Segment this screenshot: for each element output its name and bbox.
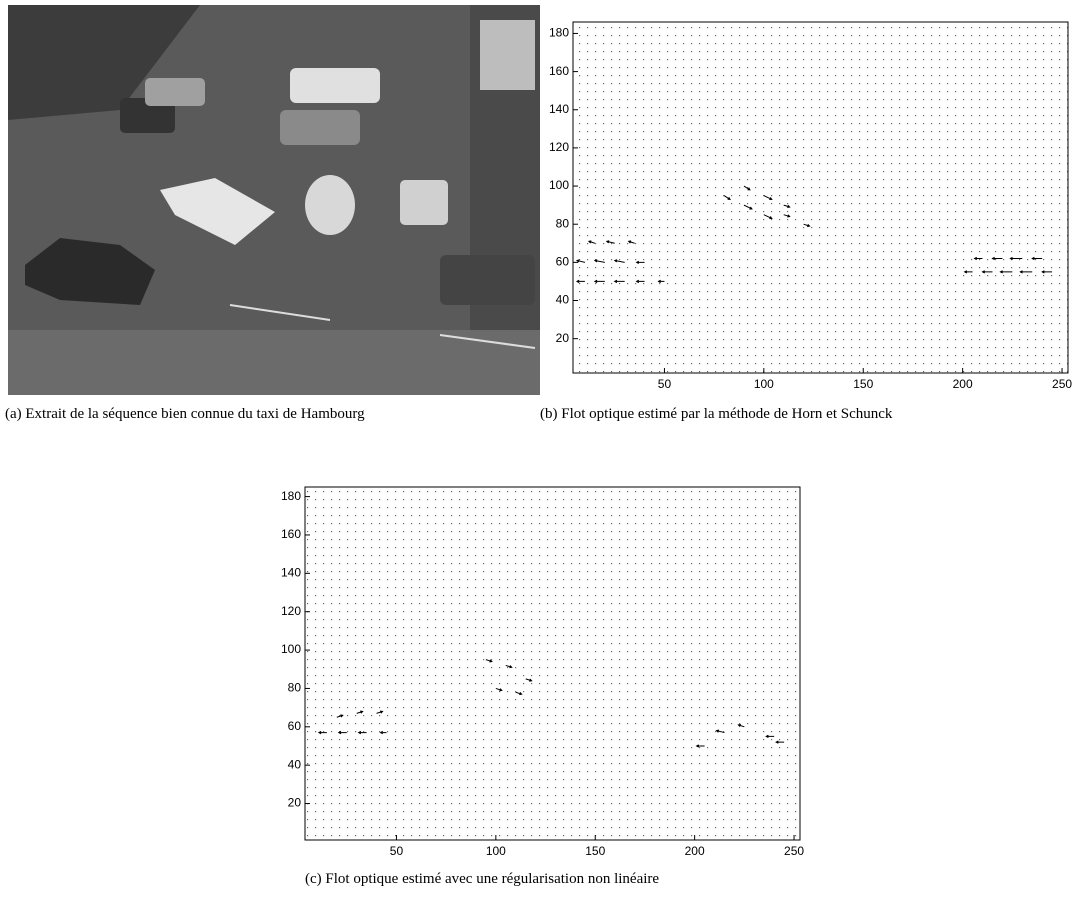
flow-arrow (635, 279, 645, 284)
x-tick-label: 200 (685, 844, 705, 858)
flow-arrow (515, 691, 523, 696)
flow-arrow (715, 729, 725, 734)
flow-arrow (743, 185, 751, 191)
field-texture (573, 22, 1068, 373)
flow-arrow (775, 740, 785, 744)
flow-arrow (495, 687, 503, 692)
flow-arrow (337, 730, 347, 735)
y-tick-label: 140 (281, 566, 301, 580)
y-tick-label: 40 (288, 757, 302, 771)
flow-arrow (963, 270, 973, 274)
y-tick-label: 120 (549, 140, 569, 154)
flow-arrow (575, 259, 586, 263)
plot-frame (304, 486, 801, 841)
flow-arrow (981, 270, 993, 274)
flow-arrow (376, 710, 384, 714)
flow-arrow (485, 659, 493, 663)
flow-arrow (743, 204, 753, 210)
flow-arrow (991, 256, 1003, 261)
y-tick-label: 80 (288, 681, 302, 695)
x-tick-label: 150 (853, 377, 873, 391)
flow-arrow (1019, 270, 1033, 274)
flow-arrow (587, 240, 596, 244)
x-tick-label: 50 (390, 844, 404, 858)
flow-arrow (973, 256, 983, 261)
flow-arrow (999, 270, 1013, 274)
flow-arrow (1009, 256, 1023, 261)
y-tick-label: 100 (549, 178, 569, 192)
y-tick-label: 60 (288, 719, 302, 733)
flow-arrow (1031, 256, 1043, 261)
flow-arrow (613, 279, 625, 284)
flow-arrow (525, 678, 533, 682)
caption: (c) Flot optique estimé avec une régular… (305, 871, 660, 887)
photo (8, 5, 540, 395)
flow-arrow (737, 723, 745, 728)
y-tick-label: 20 (288, 796, 302, 810)
x-tick-label: 250 (784, 844, 804, 858)
flow-arrow (593, 259, 605, 263)
x-tick-label: 150 (585, 844, 605, 858)
x-tick-label: 100 (486, 844, 506, 858)
flow-arrow (765, 734, 775, 739)
flow-arrow (627, 240, 635, 244)
y-tick-label: 40 (556, 293, 570, 307)
plot-frame (572, 21, 1069, 374)
flow-arrow (356, 710, 364, 714)
x-tick-label: 100 (754, 377, 774, 391)
flow-arrow (505, 664, 513, 669)
y-tick-label: 100 (281, 642, 301, 656)
flow-arrow (763, 195, 773, 201)
flow-arrow (783, 214, 791, 218)
y-tick-label: 180 (549, 26, 569, 40)
flow-arrow (613, 259, 625, 263)
flow-arrow (657, 279, 665, 284)
flow-arrow (575, 279, 585, 284)
caption: (b) Flot optique estimé par la méthode d… (540, 406, 893, 422)
flow-arrow (379, 730, 387, 735)
flow-arrow (317, 730, 327, 735)
field-texture (305, 487, 800, 840)
flow-arrow (803, 223, 811, 228)
flow-arrow (635, 260, 645, 264)
y-tick-label: 80 (556, 216, 570, 230)
y-tick-label: 120 (281, 604, 301, 618)
y-tick-label: 160 (281, 527, 301, 541)
y-tick-label: 60 (556, 255, 570, 269)
y-tick-label: 160 (549, 64, 569, 78)
caption: (a) Extrait de la séquence bien connue d… (5, 406, 365, 422)
x-tick-label: 50 (658, 377, 672, 391)
flow-arrow (336, 714, 344, 718)
y-tick-label: 180 (281, 489, 301, 503)
flow-arrow (783, 204, 791, 209)
flow-arrow (1041, 270, 1053, 274)
y-tick-label: 140 (549, 102, 569, 116)
x-tick-label: 200 (953, 377, 973, 391)
flow-arrow (695, 744, 705, 748)
flow-arrow (723, 195, 731, 200)
flow-arrow (593, 279, 605, 284)
flow-arrow (357, 730, 367, 735)
flow-arrow (605, 240, 615, 244)
flow-arrow (763, 214, 773, 220)
x-tick-label: 250 (1052, 377, 1072, 391)
y-tick-label: 20 (556, 331, 570, 345)
